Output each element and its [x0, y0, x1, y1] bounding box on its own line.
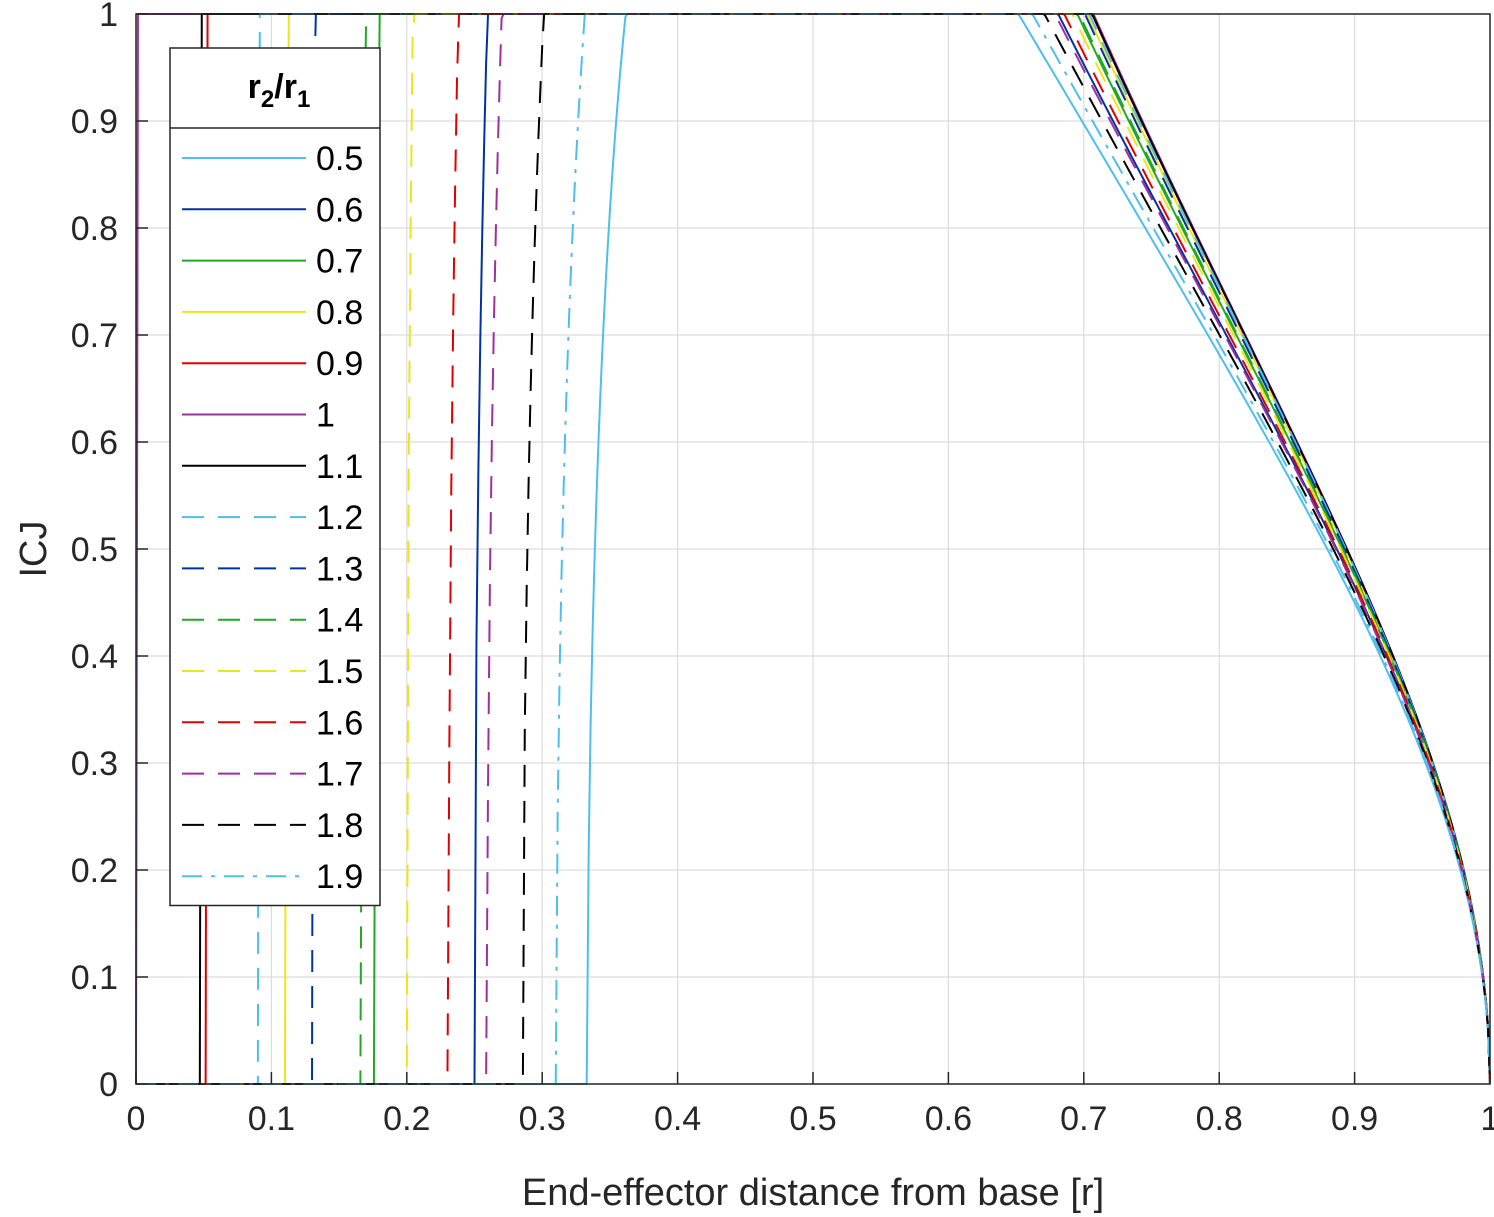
legend-entry: 1 — [182, 397, 335, 435]
legend-label: 1.7 — [316, 756, 363, 794]
legend-entry: 1.5 — [182, 653, 363, 691]
legend-label: 1.2 — [316, 499, 363, 537]
legend-entry: 1.7 — [182, 756, 363, 794]
legend-entry: 0.8 — [182, 294, 363, 332]
y-tick-label: 0.5 — [71, 531, 118, 569]
legend-box — [169, 47, 381, 907]
y-tick-label: 0.4 — [71, 638, 118, 676]
y-tick-label: 0.7 — [71, 317, 118, 355]
legend-title-sep: /r — [274, 68, 297, 106]
axis-ticks: 0 0.1 0.2 0.3 0.4 0.5 0.6 0.7 0.8 0.9 1 0 0.1 0.2 0.3 0… — [71, 0, 1494, 1138]
y-tick-label: 0.3 — [71, 745, 118, 783]
x-tick-label: 0.1 — [248, 1100, 295, 1138]
x-tick-label: 0.7 — [1060, 1100, 1107, 1138]
y-tick-label: 1 — [99, 0, 118, 34]
x-tick-label: 0.9 — [1331, 1100, 1378, 1138]
y-tick-label: 0.2 — [71, 852, 118, 890]
x-axis-title: End-effector distance from base [r] — [522, 1172, 1104, 1214]
legend-entry: 1.9 — [182, 858, 363, 896]
legend-label: 0.6 — [316, 191, 363, 229]
legend-label: 0.7 — [316, 243, 363, 281]
legend-entry: 0.5 — [182, 140, 363, 178]
legend-label: 1.3 — [316, 550, 363, 588]
x-tick-label: 0.6 — [925, 1100, 972, 1138]
legend-label: 0.5 — [316, 140, 363, 178]
legend-entry: 1.4 — [182, 602, 363, 640]
x-tick-label: 0.8 — [1196, 1100, 1243, 1138]
x-tick-label: 0.2 — [383, 1100, 430, 1138]
x-tick-label: 0.3 — [519, 1100, 566, 1138]
legend-title-sub2: 1 — [297, 86, 310, 113]
legend-label: 1.9 — [316, 858, 363, 896]
legend-entry: 0.6 — [182, 191, 363, 229]
legend-title-sub1: 2 — [261, 86, 274, 113]
y-tick-label: 0.8 — [71, 210, 118, 248]
legend-label: 1.4 — [316, 602, 363, 640]
legend: r2/r1 0.50.60.70.80.911.11.21.31.41.51.6… — [169, 47, 381, 907]
legend-label: 0.9 — [316, 345, 363, 383]
legend-label: 1.1 — [316, 448, 363, 486]
legend-entry: 0.7 — [182, 243, 363, 281]
legend-entry: 1.1 — [182, 448, 363, 486]
x-tick-label: 0.5 — [789, 1100, 836, 1138]
legend-entry: 1.8 — [182, 807, 363, 845]
legend-entry: 0.9 — [182, 345, 363, 383]
legend-label: 1 — [316, 397, 335, 435]
x-tick-label: 0 — [127, 1100, 146, 1138]
legend-label: 1.5 — [316, 653, 363, 691]
y-tick-label: 0.1 — [71, 959, 118, 997]
x-tick-label: 0.4 — [654, 1100, 701, 1138]
legend-title: r2/r1 — [248, 68, 311, 113]
legend-entries: 0.5 0.6 0.7 0.8 0.9 1 1.1 1.2 1.3 1.4 1.5 1.6 1.7 1.8… — [182, 140, 363, 896]
legend-label: 1.8 — [316, 807, 363, 845]
y-axis-title: ICJ — [13, 521, 55, 578]
y-tick-label: 0.6 — [71, 424, 118, 462]
y-tick-label: 0.9 — [71, 103, 118, 141]
x-tick-label: 1 — [1481, 1100, 1494, 1138]
legend-label: 1.6 — [316, 704, 363, 742]
legend-entry: 1.3 — [182, 550, 363, 588]
legend-label: 0.8 — [316, 294, 363, 332]
legend-title-main: r — [248, 68, 261, 106]
legend-entry: 1.2 — [182, 499, 363, 537]
y-tick-label: 0 — [99, 1066, 118, 1104]
legend-entry: 1.6 — [182, 704, 363, 742]
